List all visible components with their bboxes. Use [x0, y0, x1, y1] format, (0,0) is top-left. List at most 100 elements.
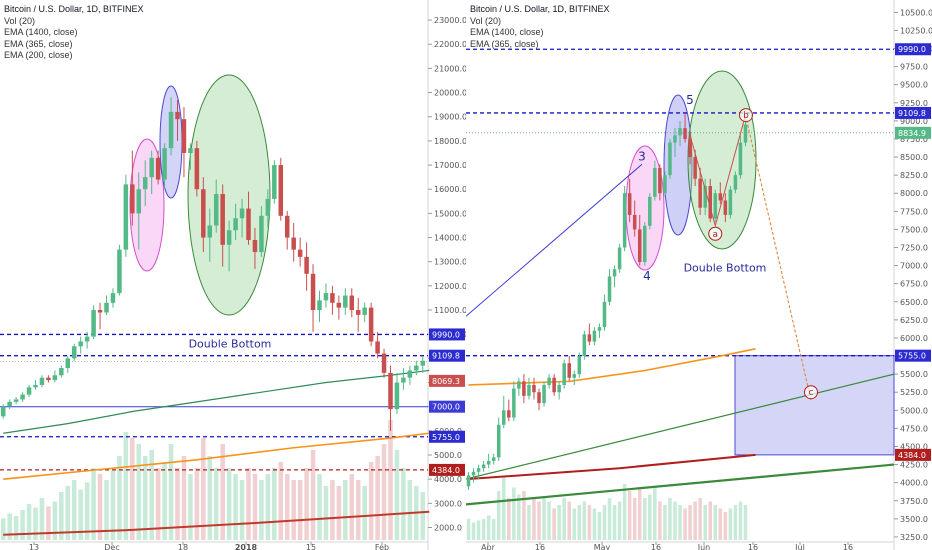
right-y-tick-label: 10250.0 [900, 26, 932, 35]
left-y-tick-label: 15000.0 [434, 209, 466, 218]
left-y-tick-label: 14000.0 [434, 234, 466, 243]
left-volume-bar [259, 480, 264, 540]
right-volume-bar [673, 501, 677, 540]
right-price-tag-bg [895, 349, 931, 362]
left-legend-ema1400[interactable]: EMA (1400, close) [4, 27, 78, 37]
right-volume-bar [512, 487, 516, 540]
right-volume-bar [733, 505, 738, 540]
left-x-tick-label: 15 [306, 543, 316, 550]
right-candle-body [476, 468, 481, 472]
left-volume-bar [388, 420, 393, 540]
right-y-tick-label: 4750.0 [900, 424, 928, 433]
right-legend-vol[interactable]: Vol (20) [470, 15, 502, 26]
left-volume-bar [175, 468, 180, 540]
right-y-tick-label: 9250.0 [900, 99, 928, 108]
left-volume-bar [39, 498, 45, 540]
left-candle-body [278, 165, 284, 216]
right-price-tag-label: 4384.0 [898, 451, 926, 460]
left-candle-body [201, 189, 206, 238]
left-volume-bar [349, 474, 355, 540]
right-support-trendline [466, 463, 895, 506]
right-ema1400_red-line [468, 453, 756, 481]
right-volume-bar [597, 512, 602, 540]
right-candle-body [612, 269, 617, 277]
left-legend-ema365[interactable]: EMA (365, close) [4, 38, 73, 49]
right-volume-bar [743, 505, 748, 540]
left-candle-body [26, 387, 32, 395]
left-candle-body [291, 237, 296, 250]
right-candle-body [486, 460, 491, 465]
left-volume-bar [284, 474, 290, 540]
left-candle-body [252, 239, 258, 253]
right-candle-body [648, 196, 652, 226]
left-legend-ema200[interactable]: EMA (200, close) [4, 50, 73, 60]
left-candle-body [323, 293, 329, 301]
right-candle-body [668, 142, 672, 176]
right-candle-body [491, 457, 496, 461]
right-volume-bar [592, 508, 597, 540]
left-volume-bar [297, 480, 303, 540]
right-volume-bar [637, 487, 642, 540]
left-candle-body [362, 307, 367, 315]
left-candle-body [162, 148, 167, 180]
right-candle-body [718, 193, 723, 201]
left-volume-bar [136, 444, 142, 540]
right-y-tick-label: 9750.0 [900, 63, 928, 72]
right-price-tag-label: 9990.0 [898, 45, 926, 54]
left-volume-bar [188, 474, 193, 540]
right-candle-body [587, 334, 592, 342]
right-x-tick-label: 16 [748, 543, 758, 550]
left-volume-bar [272, 468, 277, 540]
left-y-tick-label: 2000.0 [434, 524, 462, 533]
right-volume-bar [582, 501, 587, 540]
left-x-tick-label: 13 [29, 543, 39, 550]
left-volume-bar [20, 510, 25, 540]
right-candle-body [693, 157, 697, 179]
left-candle-body [259, 215, 264, 253]
left-volume-bar [317, 474, 322, 540]
left-candle-body [65, 358, 71, 369]
right-legend-title[interactable]: Bitcoin / U.S. Dollar, 1D, BITFINEX [470, 4, 610, 14]
right-volume-bar [542, 498, 546, 540]
right-legend-ema365[interactable]: EMA (365, close) [470, 38, 539, 49]
right-volume-bar [713, 505, 718, 540]
right-chart-svg[interactable]: 10500.010250.010000.09750.09500.09250.09… [466, 0, 932, 550]
right-y-tick-label: 3750.0 [900, 497, 928, 506]
left-candle-body [110, 293, 116, 303]
right-candle-body [502, 410, 506, 425]
left-volume-bar [117, 456, 122, 540]
right-candle-body [658, 167, 662, 194]
left-legend-title[interactable]: Bitcoin / U.S. Dollar, 1D, BITFINEX [4, 4, 144, 14]
left-candle-body [91, 310, 96, 337]
left-candle-body [420, 360, 426, 366]
left-price-tag-label: 7000.0 [432, 403, 460, 412]
left-volume-bar [304, 468, 309, 540]
right-volume-bar [698, 498, 702, 540]
left-volume-bar [52, 501, 58, 540]
right-y-tick-label: 5250.0 [900, 388, 928, 397]
left-price-tag-label: 9109.8 [432, 352, 460, 361]
right-legend-ema1400[interactable]: EMA (1400, close) [470, 27, 544, 37]
right-y-tick-label: 6000.0 [900, 334, 928, 343]
right-candle-body [507, 410, 511, 418]
right-price-tag-bg [895, 43, 931, 56]
right-candle-body [532, 384, 536, 393]
left-candle-body [175, 111, 180, 120]
right-price-tag-bg [895, 448, 931, 461]
right-price-tag-label: 9109.8 [898, 109, 926, 118]
right-candle-body [698, 178, 702, 208]
right-volume-bar [607, 498, 612, 540]
left-candle-body [233, 218, 238, 231]
left-chart-svg[interactable]: 23000.0 22000.0 21000.0 20000.0 19000.0 18000… [0, 0, 466, 550]
right-volume-bar [688, 505, 692, 540]
left-annotation-double-bottom: Double Bottom [189, 337, 272, 350]
left-volume-bar [0, 518, 6, 540]
left-price-tag-bg [429, 328, 465, 341]
right-volume-bar [658, 501, 662, 540]
right-candle-body [738, 142, 743, 176]
right-candle-body [597, 327, 602, 331]
left-volume-bar [97, 474, 103, 540]
left-legend-vol[interactable]: Vol (20) [4, 15, 36, 26]
left-candle-body [310, 273, 316, 311]
right-wave-label-b: b [743, 111, 749, 121]
